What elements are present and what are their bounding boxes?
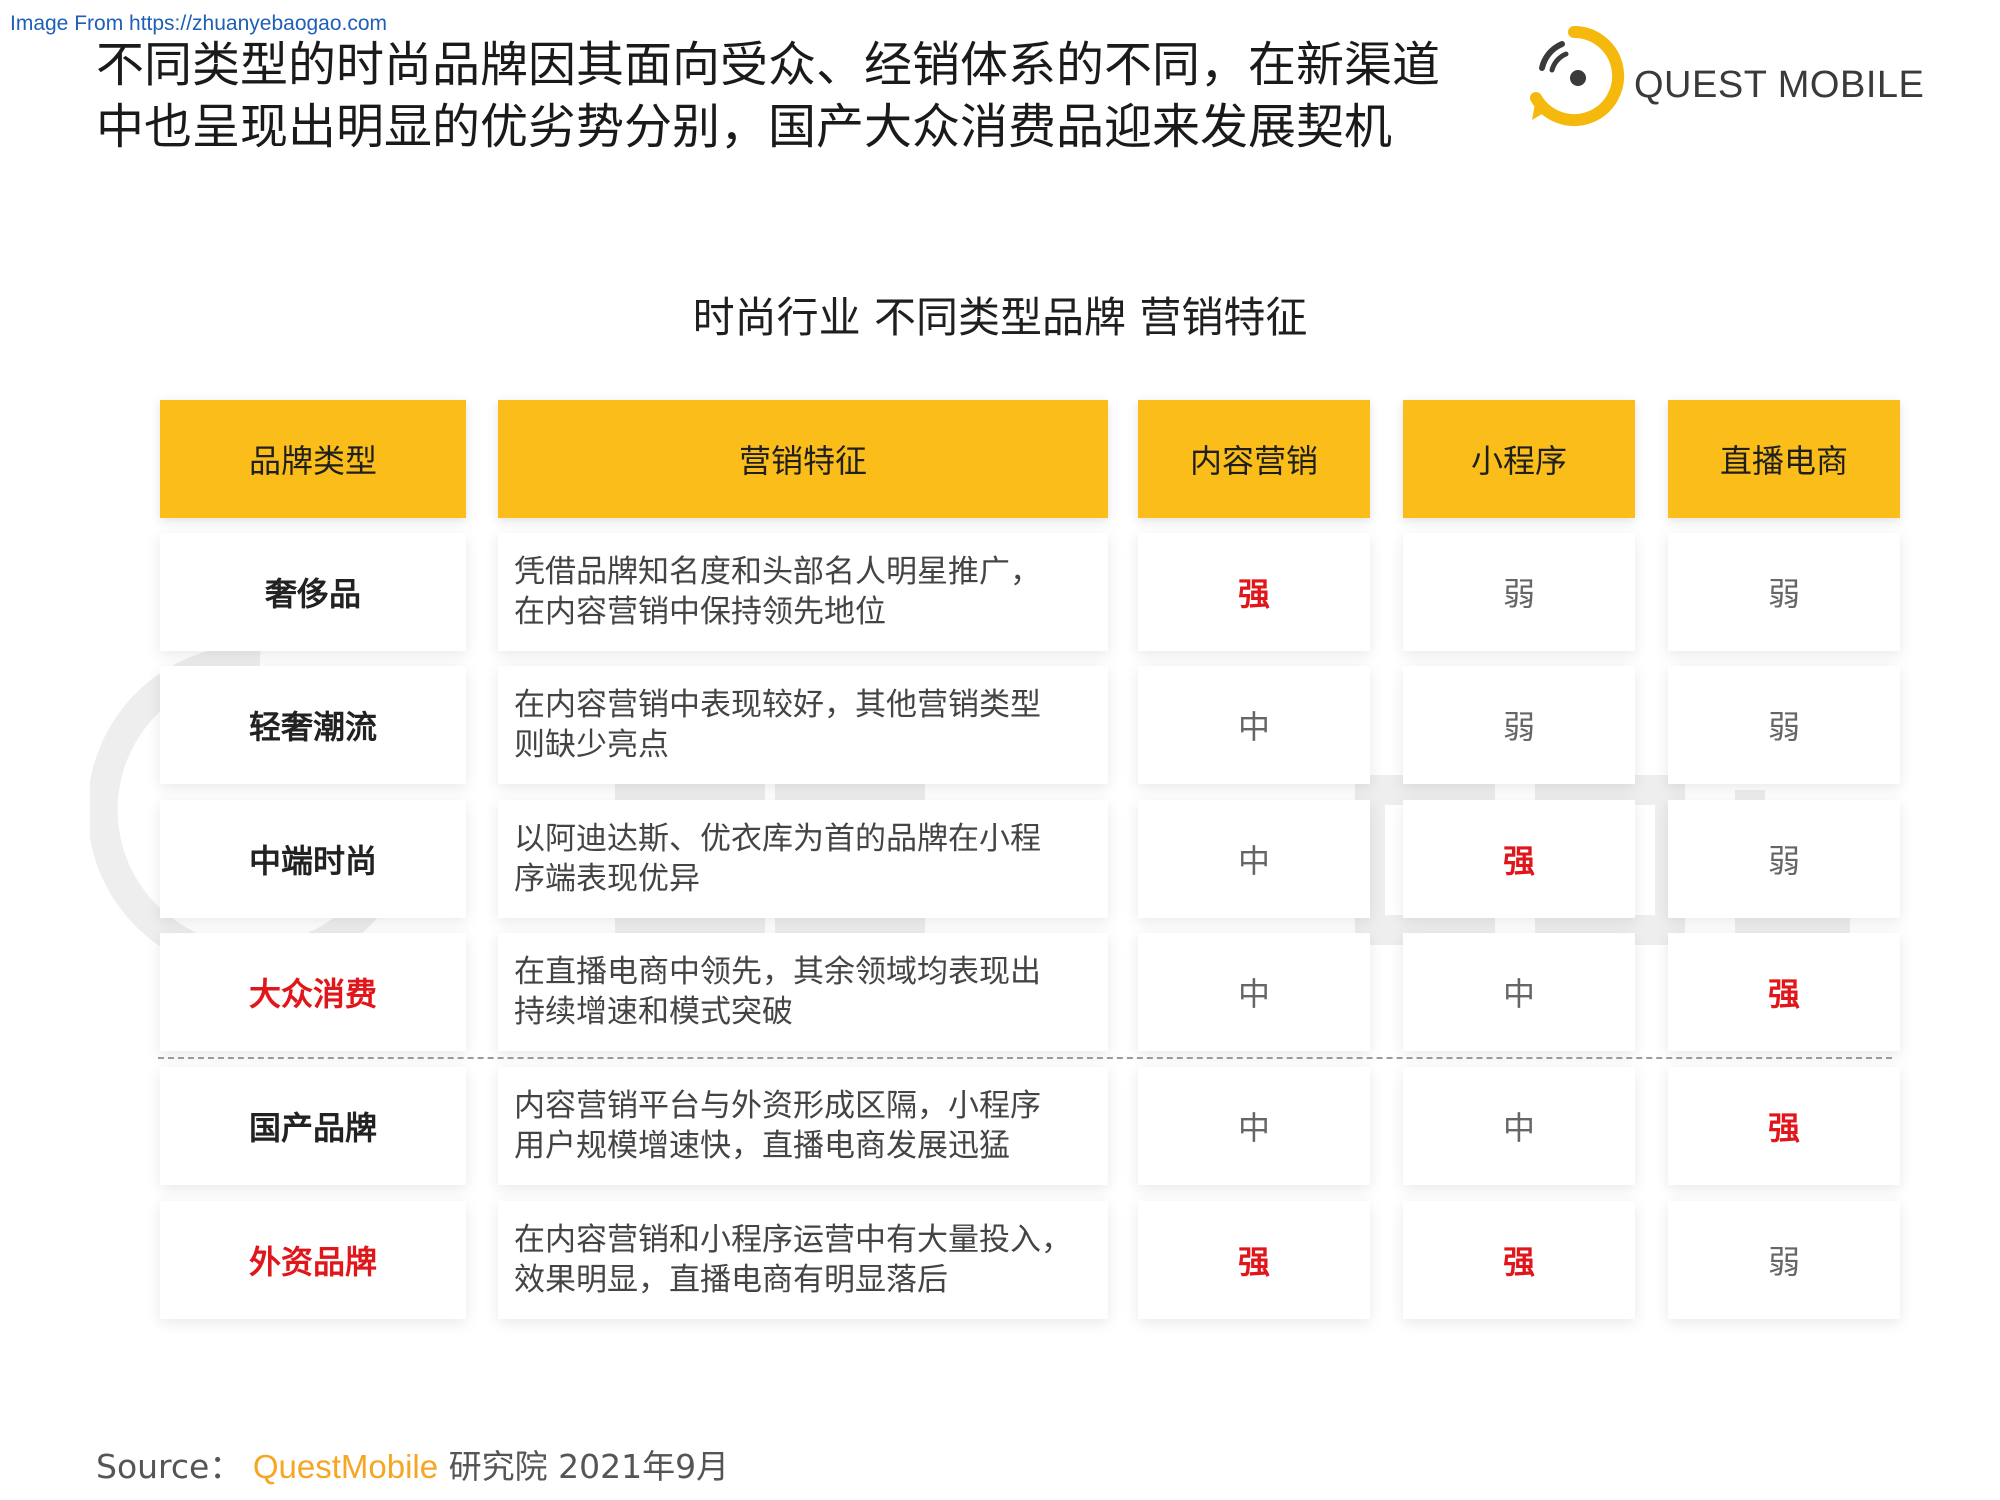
strength-level: 中: [1237, 708, 1270, 746]
marketing-feature-text: 在内容营销和小程序运营中有大量投入， 效果明显，直播电商有明显落后: [514, 1220, 1072, 1300]
feature-line: 内容营销平台与外资形成区隔，小程序: [514, 1088, 1041, 1124]
mini-program-cell: 强: [1403, 800, 1635, 918]
brand-type-cell: 大众消费: [160, 933, 466, 1051]
brand-type-cell: 中端时尚: [160, 800, 466, 918]
strength-level: 弱: [1767, 575, 1800, 613]
strength-level: 中: [1502, 1109, 1535, 1147]
strength-level: 弱: [1502, 708, 1535, 746]
header-label: 品牌类型: [248, 442, 377, 480]
mini-program-cell: 中: [1403, 1067, 1635, 1185]
source-url-watermark: Image From https://zhuanyebaogao.com: [10, 12, 388, 35]
page-title: 不同类型的时尚品牌因其面向受众、经销体系的不同，在新渠道 中也呈现出明显的优劣势…: [96, 34, 1536, 158]
strength-level: 弱: [1767, 1243, 1800, 1281]
header-brand-type: 品牌类型: [160, 400, 466, 518]
brand-type-cell: 国产品牌: [160, 1067, 466, 1185]
group-divider: [158, 1057, 1892, 1059]
title-line-1: 不同类型的时尚品牌因其面向受众、经销体系的不同，在新渠道: [96, 37, 1441, 93]
strength-level: 弱: [1767, 842, 1800, 880]
marketing-feature-text: 内容营销平台与外资形成区隔，小程序 用户规模增速快，直播电商发展迅猛: [514, 1086, 1041, 1166]
mini-program-cell: 弱: [1403, 533, 1635, 651]
feature-line: 以阿迪达斯、优衣库为首的品牌在小程: [514, 821, 1041, 857]
header-label: 内容营销: [1189, 442, 1318, 480]
strength-level: 强: [1237, 575, 1270, 613]
feature-line: 在内容营销中保持领先地位: [514, 594, 886, 630]
source-label: Source：: [96, 1447, 243, 1486]
feature-line: 在内容营销和小程序运营中有大量投入，: [514, 1222, 1072, 1258]
content-marketing-cell: 中: [1138, 933, 1370, 1051]
table-title: 时尚行业 不同类型品牌 营销特征: [692, 293, 1308, 342]
brand-type-label: 国产品牌: [248, 1109, 377, 1147]
strength-level: 中: [1502, 975, 1535, 1013]
header-content-marketing: 内容营销: [1138, 400, 1370, 518]
mini-program-cell: 强: [1403, 1201, 1635, 1319]
brand-type-label: 奢侈品: [264, 575, 361, 613]
header-live-ecommerce: 直播电商: [1668, 400, 1900, 518]
brand-type-cell: 轻奢潮流: [160, 666, 466, 784]
content-marketing-cell: 强: [1138, 1201, 1370, 1319]
feature-line: 效果明显，直播电商有明显落后: [514, 1262, 948, 1298]
feature-line: 序端表现优异: [514, 861, 700, 897]
live-ecommerce-cell: 弱: [1668, 533, 1900, 651]
brand-type-label: 中端时尚: [248, 842, 377, 880]
header-label: 小程序: [1470, 442, 1567, 480]
live-ecommerce-cell: 弱: [1668, 666, 1900, 784]
source-rest: 研究院 2021年9月: [448, 1447, 730, 1486]
content-marketing-cell: 强: [1138, 533, 1370, 651]
title-line-2: 中也呈现出明显的优劣势分别，国产大众消费品迎来发展契机: [96, 99, 1393, 155]
marketing-feature-cell: 在直播电商中领先，其余领域均表现出 持续增速和模式突破: [498, 933, 1108, 1051]
feature-line: 用户规模增速快，直播电商发展迅猛: [514, 1128, 1010, 1164]
marketing-feature-cell: 在内容营销中表现较好，其他营销类型 则缺少亮点: [498, 666, 1108, 784]
marketing-feature-text: 在直播电商中领先，其余领域均表现出 持续增速和模式突破: [514, 952, 1041, 1032]
mini-program-cell: 弱: [1403, 666, 1635, 784]
strength-level: 强: [1502, 842, 1535, 880]
strength-level: 强: [1502, 1243, 1535, 1281]
feature-line: 凭借品牌知名度和头部名人明星推广，: [514, 554, 1041, 590]
feature-line: 在内容营销中表现较好，其他营销类型: [514, 687, 1041, 723]
marketing-feature-cell: 凭借品牌知名度和头部名人明星推广， 在内容营销中保持领先地位: [498, 533, 1108, 651]
brand-type-label: 外资品牌: [248, 1243, 377, 1281]
brand-type-label: 轻奢潮流: [248, 708, 377, 746]
header-marketing-feature: 营销特征: [498, 400, 1108, 518]
strength-level: 中: [1237, 842, 1270, 880]
source-brand: QuestMobile: [252, 1448, 439, 1485]
live-ecommerce-cell: 强: [1668, 1067, 1900, 1185]
content-marketing-cell: 中: [1138, 800, 1370, 918]
strength-level: 强: [1237, 1243, 1270, 1281]
feature-line: 持续增速和模式突破: [514, 994, 793, 1030]
marketing-feature-cell: 以阿迪达斯、优衣库为首的品牌在小程 序端表现优异: [498, 800, 1108, 918]
feature-line: 则缺少亮点: [514, 727, 669, 763]
questmobile-logo: QUEST MOBILE: [1522, 24, 1942, 134]
header-label: 直播电商: [1719, 442, 1848, 480]
marketing-feature-text: 在内容营销中表现较好，其他营销类型 则缺少亮点: [514, 685, 1041, 765]
strength-level: 中: [1237, 1109, 1270, 1147]
live-ecommerce-cell: 弱: [1668, 1201, 1900, 1319]
strength-level: 弱: [1767, 708, 1800, 746]
header-label: 营销特征: [738, 442, 867, 480]
marketing-feature-cell: 在内容营销和小程序运营中有大量投入， 效果明显，直播电商有明显落后: [498, 1201, 1108, 1319]
marketing-feature-text: 以阿迪达斯、优衣库为首的品牌在小程 序端表现优异: [514, 819, 1041, 899]
header-mini-program: 小程序: [1403, 400, 1635, 518]
strength-level: 强: [1767, 975, 1800, 1013]
brand-type-label: 大众消费: [248, 975, 377, 1013]
content-marketing-cell: 中: [1138, 666, 1370, 784]
source-note: Source： QuestMobile 研究院 2021年9月: [96, 1440, 729, 1488]
feature-line: 在直播电商中领先，其余领域均表现出: [514, 954, 1041, 990]
brand-type-cell: 外资品牌: [160, 1201, 466, 1319]
content-marketing-cell: 中: [1138, 1067, 1370, 1185]
mini-program-cell: 中: [1403, 933, 1635, 1051]
logo-wordmark: QUEST MOBILE: [1634, 64, 1925, 106]
live-ecommerce-cell: 强: [1668, 933, 1900, 1051]
brand-type-cell: 奢侈品: [160, 533, 466, 651]
marketing-feature-cell: 内容营销平台与外资形成区隔，小程序 用户规模增速快，直播电商发展迅猛: [498, 1067, 1108, 1185]
live-ecommerce-cell: 弱: [1668, 800, 1900, 918]
strength-level: 强: [1767, 1109, 1800, 1147]
questmobile-logo-icon: [1530, 25, 1625, 126]
strength-level: 中: [1237, 975, 1270, 1013]
marketing-feature-text: 凭借品牌知名度和头部名人明星推广， 在内容营销中保持领先地位: [514, 552, 1041, 632]
strength-level: 弱: [1502, 575, 1535, 613]
